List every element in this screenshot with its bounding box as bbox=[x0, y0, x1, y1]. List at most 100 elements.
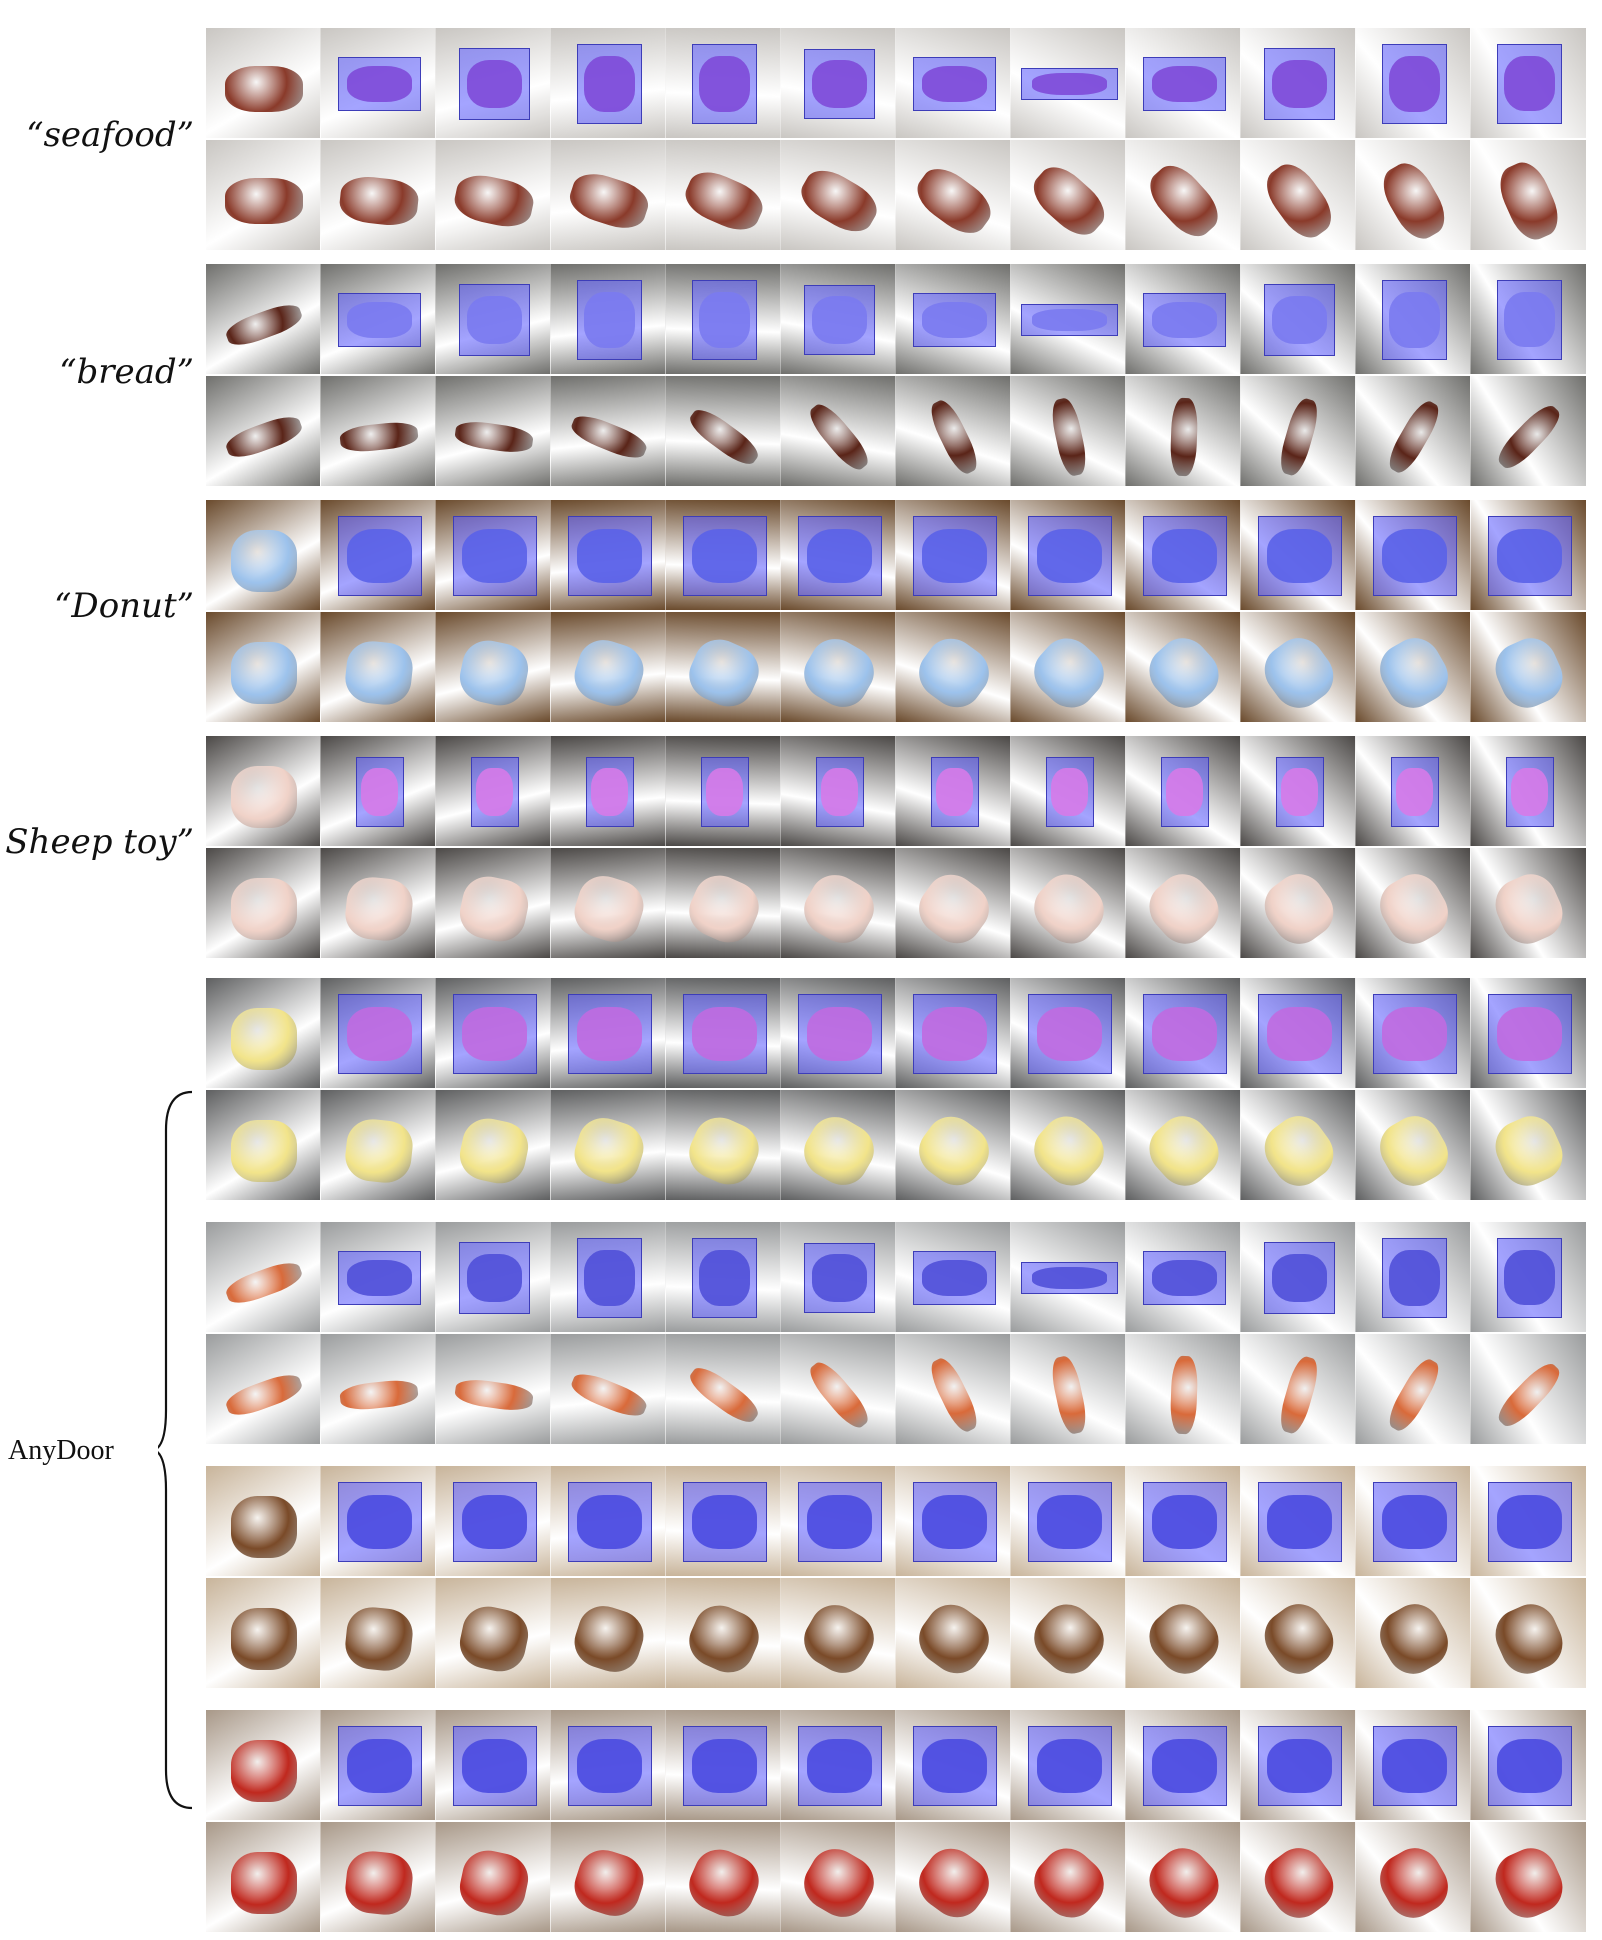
object-photo bbox=[1023, 627, 1114, 719]
frame-thumbnail bbox=[436, 1578, 551, 1688]
frame-thumbnail bbox=[206, 1334, 321, 1444]
frame-thumbnail bbox=[896, 28, 1011, 138]
frame-thumbnail bbox=[781, 1710, 896, 1820]
group-duck bbox=[206, 978, 1586, 1202]
frame-thumbnail bbox=[206, 28, 321, 138]
object-photo bbox=[342, 1116, 415, 1186]
frame-thumbnail bbox=[1241, 736, 1356, 846]
masked-object bbox=[346, 1006, 413, 1062]
bounding-box bbox=[1027, 994, 1112, 1074]
bounding-box bbox=[1487, 1726, 1572, 1806]
bounding-box bbox=[1487, 994, 1572, 1074]
object-photo bbox=[567, 1599, 650, 1679]
masked-object bbox=[1271, 59, 1328, 109]
bounding-box bbox=[930, 757, 979, 827]
bounding-box bbox=[355, 757, 404, 827]
bounding-box bbox=[692, 1237, 757, 1319]
frame-thumbnail bbox=[666, 1578, 781, 1688]
masked-object bbox=[1381, 1006, 1448, 1062]
masked-object bbox=[691, 1006, 758, 1062]
object-photo bbox=[793, 161, 884, 241]
frame-thumbnail bbox=[896, 1710, 1011, 1820]
masked-object bbox=[576, 1494, 643, 1550]
frame-thumbnail bbox=[551, 1578, 666, 1688]
bounding-box bbox=[338, 293, 421, 347]
masked-object bbox=[576, 528, 643, 584]
frame-thumbnail bbox=[436, 1466, 551, 1576]
frame-thumbnail bbox=[1356, 28, 1471, 138]
frame-thumbnail bbox=[206, 612, 321, 722]
frame-thumbnail bbox=[781, 1822, 896, 1932]
bounding-box bbox=[1143, 292, 1226, 348]
object-photo bbox=[680, 867, 767, 951]
frame-thumbnail bbox=[436, 978, 551, 1088]
bounding-box bbox=[452, 1726, 537, 1806]
condition-row bbox=[206, 500, 1586, 610]
frame-thumbnail bbox=[321, 736, 436, 846]
frame-thumbnail bbox=[1241, 1334, 1356, 1444]
frame-thumbnail bbox=[666, 28, 781, 138]
frame-thumbnail bbox=[1356, 1222, 1471, 1332]
object-photo bbox=[230, 1608, 297, 1670]
frame-thumbnail bbox=[1126, 1822, 1241, 1932]
frame-thumbnail bbox=[1471, 1334, 1586, 1444]
frame-thumbnail bbox=[666, 1466, 781, 1576]
object-photo bbox=[1382, 396, 1445, 478]
group-crab bbox=[206, 1710, 1586, 1934]
frame-thumbnail bbox=[206, 264, 321, 374]
masked-object bbox=[346, 528, 413, 584]
frame-thumbnail bbox=[1241, 500, 1356, 610]
frame-thumbnail bbox=[781, 1334, 896, 1444]
bounding-box bbox=[1372, 994, 1457, 1074]
bounding-box bbox=[1497, 43, 1562, 125]
object-photo bbox=[1492, 1357, 1565, 1433]
masked-object bbox=[1151, 1494, 1218, 1550]
bounding-box bbox=[1257, 1482, 1342, 1562]
frame-thumbnail bbox=[551, 1466, 666, 1576]
bounding-box bbox=[682, 516, 767, 596]
masked-object bbox=[1152, 65, 1217, 103]
masked-object bbox=[1266, 528, 1333, 584]
frame-thumbnail bbox=[321, 1334, 436, 1444]
frame-thumbnail bbox=[666, 1222, 781, 1332]
frame-thumbnail bbox=[551, 28, 666, 138]
frame-thumbnail bbox=[896, 612, 1011, 722]
object-photo bbox=[908, 628, 999, 718]
masked-object bbox=[922, 1260, 987, 1296]
frame-thumbnail bbox=[896, 376, 1011, 486]
object-photo bbox=[567, 869, 650, 949]
frame-thumbnail bbox=[206, 736, 321, 846]
frame-thumbnail bbox=[1241, 1710, 1356, 1820]
frame-thumbnail bbox=[1011, 376, 1126, 486]
masked-object bbox=[1381, 528, 1448, 584]
frame-thumbnail bbox=[781, 1222, 896, 1332]
frame-thumbnail bbox=[551, 978, 666, 1088]
frame-thumbnail bbox=[1356, 140, 1471, 250]
object-photo bbox=[454, 871, 533, 947]
frame-thumbnail bbox=[206, 1090, 321, 1200]
frame-thumbnail bbox=[1471, 612, 1586, 722]
anydoor-brace bbox=[158, 1090, 193, 1810]
frame-thumbnail bbox=[1356, 376, 1471, 486]
object-photo bbox=[924, 1354, 983, 1436]
masked-object bbox=[806, 1494, 873, 1550]
frame-thumbnail bbox=[1471, 28, 1586, 138]
bounding-box bbox=[1372, 1726, 1457, 1806]
object-photo bbox=[1023, 863, 1114, 955]
condition-row bbox=[206, 28, 1586, 138]
frame-thumbnail bbox=[666, 848, 781, 958]
masked-object bbox=[922, 66, 987, 102]
bounding-box bbox=[337, 1482, 422, 1562]
object-photo bbox=[450, 170, 537, 232]
frame-thumbnail bbox=[1356, 612, 1471, 722]
masked-object bbox=[1389, 292, 1440, 348]
frame-thumbnail bbox=[1241, 1578, 1356, 1688]
object-photo bbox=[224, 178, 303, 224]
frame-thumbnail bbox=[781, 1578, 896, 1688]
object-photo bbox=[567, 410, 650, 464]
frame-thumbnail bbox=[1011, 500, 1126, 610]
frame-thumbnail bbox=[1356, 1578, 1471, 1688]
frame-thumbnail bbox=[896, 848, 1011, 958]
frame-thumbnail bbox=[1011, 978, 1126, 1088]
frame-thumbnail bbox=[1011, 1822, 1126, 1932]
